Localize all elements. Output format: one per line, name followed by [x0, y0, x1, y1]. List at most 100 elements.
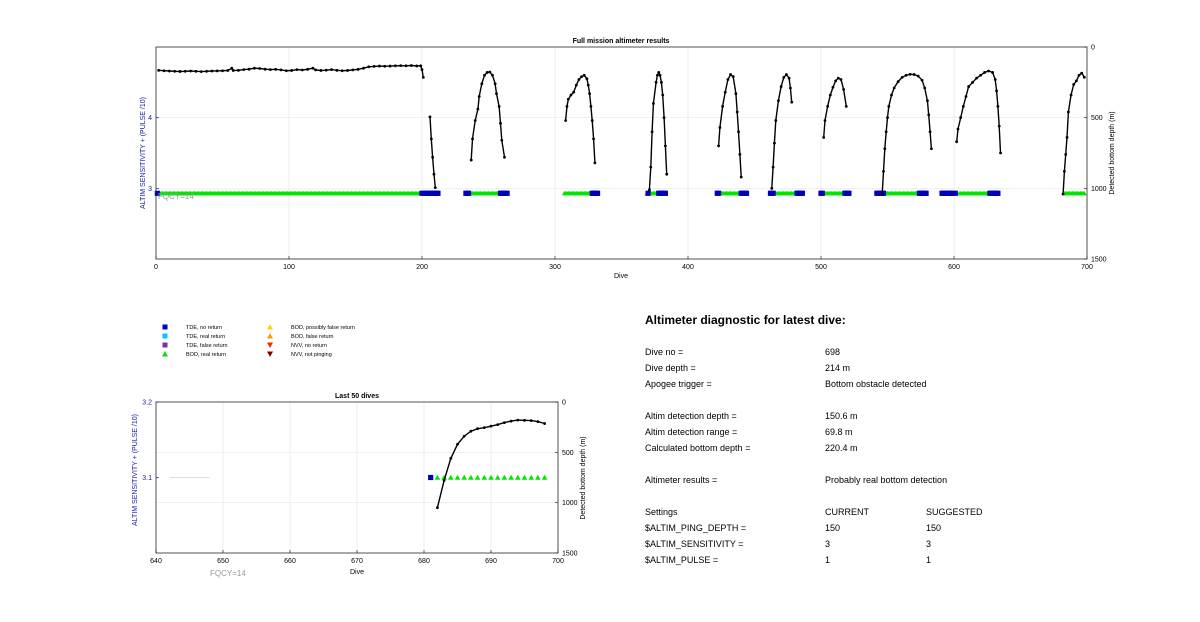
x-tick-label: 500	[815, 264, 827, 271]
bod-real-return-marker	[434, 474, 441, 480]
depth-point	[928, 130, 932, 134]
legend-triangle-up-icon	[162, 351, 168, 357]
depth-point	[883, 147, 887, 151]
depth-point	[473, 119, 477, 122]
depth-point	[773, 141, 776, 145]
depth-point	[574, 83, 578, 87]
pulse-current: 1	[825, 555, 831, 565]
depth-point	[523, 418, 526, 422]
depth-point	[247, 67, 251, 71]
bod-real-return-marker	[441, 474, 447, 480]
depth-point	[173, 69, 177, 73]
depth-point	[826, 104, 830, 108]
altimeter-results-value: Probably real bottom detection	[825, 475, 948, 485]
depth-point	[789, 86, 792, 90]
depth-point	[912, 73, 916, 76]
tde-no-return-marker	[594, 190, 601, 196]
depth-point	[900, 75, 904, 79]
depth-series-line	[881, 73, 933, 195]
depth-point	[488, 70, 492, 74]
depth-point	[1080, 71, 1084, 75]
depth-point	[726, 78, 730, 81]
bod-real-return-marker	[1081, 190, 1087, 196]
depth-point	[967, 85, 971, 88]
tde-no-return-marker	[995, 190, 1001, 196]
bottom-plot-grid	[156, 402, 558, 553]
depth-point	[908, 72, 912, 76]
depth-point	[660, 80, 663, 84]
tde-no-return-marker	[662, 190, 668, 196]
right-tick-label: 1500	[562, 551, 578, 558]
depth-point	[226, 69, 230, 72]
depth-point	[993, 78, 997, 81]
right-tick-label: 0	[562, 400, 566, 407]
calculated-depth-label: Calculated bottom depth =	[645, 443, 751, 453]
depth-point	[1069, 93, 1073, 97]
legend-square-icon	[162, 333, 168, 339]
depth-point	[476, 427, 479, 431]
depth-point	[433, 186, 437, 190]
x-tick-label: 650	[217, 558, 229, 565]
depth-point	[920, 78, 924, 82]
depth-point	[961, 104, 965, 108]
legend-square-icon	[162, 324, 168, 330]
depth-series-line	[564, 74, 596, 163]
x-tick-label: 200	[416, 264, 428, 271]
depth-point	[721, 104, 724, 108]
diagnostic-title: Altimeter diagnostic for latest dive:	[645, 313, 846, 327]
depth-point	[499, 121, 502, 125]
top-plot-title: Full mission altimeter results	[573, 38, 670, 45]
depth-point	[823, 119, 827, 122]
x-tick-label: 680	[418, 558, 430, 565]
depth-point	[572, 90, 576, 94]
depth-point	[785, 73, 788, 76]
depth-point	[971, 80, 975, 84]
depth-point	[394, 64, 397, 68]
depth-point	[432, 172, 436, 176]
depth-point	[1066, 110, 1070, 114]
depth-point	[319, 69, 323, 72]
depth-point	[904, 73, 908, 77]
depth-point	[996, 104, 1000, 108]
depth-point	[649, 165, 653, 169]
legend-label: TDE, real return	[186, 334, 225, 340]
legend-label: TDE, no return	[186, 325, 222, 331]
depth-point	[383, 64, 387, 68]
depth-point	[399, 64, 403, 68]
bod-real-return-marker	[488, 474, 494, 480]
bottom-plot-ticks: 640 650 660 670 680 690 700 0 500 1000 1500 3.1 3.2	[142, 400, 577, 566]
depth-point	[242, 68, 246, 72]
dive-depth-value: 214 m	[825, 363, 851, 373]
depth-point	[565, 104, 569, 108]
bottom-plot-fqcy-annotation: FQCY=14	[210, 569, 246, 578]
top-plot-frame	[155, 46, 1088, 260]
depth-point	[580, 75, 583, 79]
x-tick-label: 0	[154, 264, 158, 271]
depth-point	[1074, 79, 1078, 83]
depth-point	[592, 137, 595, 141]
sensitivity-label: $ALTIM_SENSITIVITY =	[645, 539, 744, 549]
depth-point	[658, 73, 662, 77]
depth-point	[999, 151, 1002, 155]
x-tick-label: 400	[682, 264, 694, 271]
tde-no-return-marker	[952, 190, 958, 196]
depth-point	[1072, 83, 1076, 86]
depth-point	[839, 78, 843, 81]
depth-point	[589, 104, 593, 108]
depth-point	[167, 69, 171, 73]
depth-point	[500, 138, 504, 142]
dive-no-value: 698	[825, 347, 841, 357]
x-tick-label: 100	[283, 264, 295, 271]
legend-label: TDE, false return	[186, 343, 228, 349]
bod-real-return-marker	[541, 474, 548, 480]
tde-no-return-marker	[504, 190, 510, 196]
depth-point	[483, 73, 486, 77]
depth-point	[777, 99, 780, 103]
depth-point	[892, 86, 896, 90]
depth-point	[656, 73, 659, 77]
depth-point	[449, 456, 453, 460]
depth-point	[421, 75, 425, 79]
legend-label: BOD, possibly false return	[291, 325, 355, 331]
depth-point	[956, 127, 960, 131]
top-plot-ticks: 0 100 200 300 400 500 600 700 0 500 1000 1500 3 4	[148, 45, 1107, 272]
